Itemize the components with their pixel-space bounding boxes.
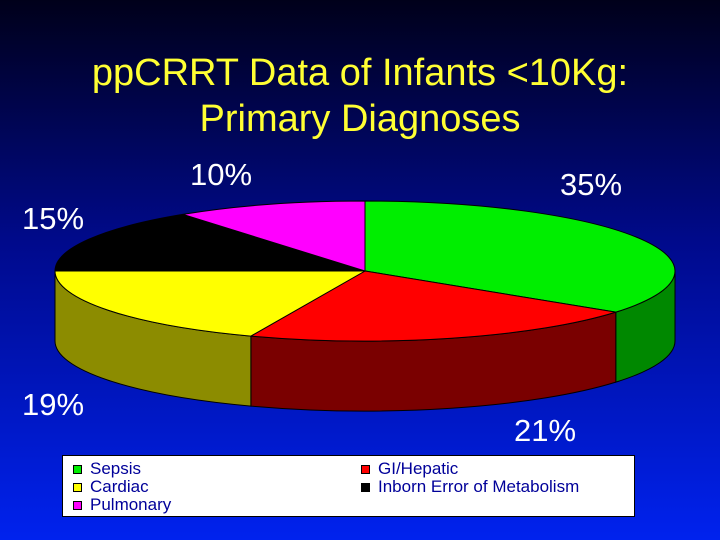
pct-label-pulmonary: 10% xyxy=(190,157,253,192)
pie-slice-pulmonary xyxy=(182,200,366,272)
legend-item-gi-hepatic: GI/Hepatic xyxy=(361,460,458,478)
legend-label-cardiac: Cardiac xyxy=(90,477,149,496)
pct-label-cardiac: 19% xyxy=(22,387,85,422)
legend-item-sepsis: Sepsis xyxy=(73,460,141,478)
legend-swatch-gi-hepatic xyxy=(361,464,370,474)
title-line-2: Primary Diagnoses xyxy=(199,98,521,140)
pie-slice-inborn-error xyxy=(54,213,366,272)
legend-swatch-pulmonary xyxy=(73,500,82,510)
legend-swatch-sepsis xyxy=(73,464,82,474)
legend-label-pulmonary: Pulmonary xyxy=(90,495,172,514)
title-line-1: ppCRRT Data of Infants <10Kg: xyxy=(91,52,629,94)
pie-slice-cardiac xyxy=(54,270,367,337)
pct-label-gi-hepatic: 21% xyxy=(514,413,577,448)
legend-label-inborn-error: Inborn Error of Metabolism xyxy=(378,477,580,496)
legend-swatch-cardiac xyxy=(73,482,82,492)
legend-item-pulmonary: Pulmonary xyxy=(73,496,171,514)
legend-item-inborn-error: Inborn Error of Metabolism xyxy=(361,478,579,496)
pct-label-inborn-error: 15% xyxy=(22,201,85,236)
pct-label-sepsis: 35% xyxy=(560,167,623,202)
pie-slice-sepsis xyxy=(364,200,676,313)
chart-legend: Sepsis GI/Hepatic Cardiac Inborn Error o… xyxy=(62,455,635,517)
slide-title: ppCRRT Data of Infants <10Kg: Primary Di… xyxy=(0,50,720,142)
legend-label-sepsis: Sepsis xyxy=(90,459,142,478)
legend-swatch-inborn-error xyxy=(361,482,370,492)
legend-label-gi-hepatic: GI/Hepatic xyxy=(378,459,459,478)
legend-item-cardiac: Cardiac xyxy=(73,478,149,496)
pie-slice-gi-hepatic xyxy=(249,270,616,342)
